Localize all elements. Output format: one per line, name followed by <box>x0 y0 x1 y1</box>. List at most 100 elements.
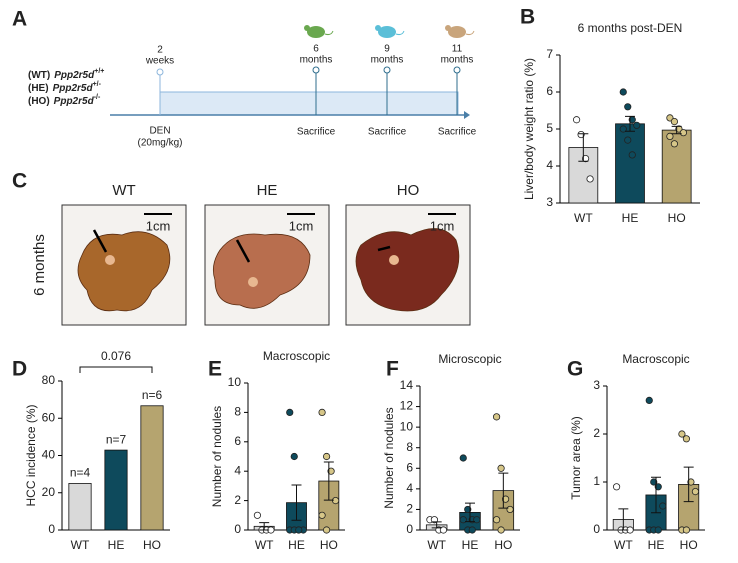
data-point <box>612 483 621 491</box>
y-tick-label: 0 <box>234 522 241 536</box>
data-point <box>691 487 700 496</box>
data-point <box>586 175 594 183</box>
y-tick-label: 4 <box>406 481 413 495</box>
y-tick-label: 1 <box>593 474 600 488</box>
data-point <box>492 413 501 421</box>
x-tick-label: HE <box>462 538 479 552</box>
data-point <box>628 151 636 159</box>
sacrifice-label: Sacrifice <box>438 127 477 138</box>
chart-title: 6 months post-DEN <box>578 21 683 35</box>
bar <box>615 123 645 204</box>
data-point <box>670 140 679 148</box>
timeline-arrow <box>464 111 470 119</box>
sacrifice-label: Sacrifice <box>368 127 407 138</box>
timepoint-label: months <box>300 55 333 66</box>
charts: B 6 months post-DEN Liver/body weight rati… <box>12 6 705 552</box>
data-point <box>645 396 653 404</box>
error-bar <box>618 508 629 531</box>
mouse-icon <box>375 25 405 38</box>
error-bar <box>323 461 334 501</box>
y-tick-label: 60 <box>42 410 56 424</box>
y-tick-label: 80 <box>42 373 56 387</box>
y-tick-label: 0 <box>406 522 413 536</box>
photo-row: WT 1cm HE 1cm HO 1cm <box>61 182 471 326</box>
data-point <box>322 452 331 461</box>
data-point <box>687 478 695 486</box>
data-point <box>322 526 331 534</box>
gene-name: Ppp2r5d <box>54 96 95 107</box>
data-point <box>290 452 298 461</box>
timeline-dot <box>156 68 164 76</box>
timepoint-label: 9 <box>384 44 390 55</box>
error-bar <box>683 466 694 503</box>
data-point <box>572 116 581 124</box>
x-tick-label: WT <box>255 538 274 552</box>
scale-label: 1cm <box>430 218 455 233</box>
data-point <box>624 136 632 144</box>
x-tick-label: HE <box>648 538 665 552</box>
timepoint-label: 11 <box>452 44 463 55</box>
genotype-label: (HO) Ppp2r5d-/- <box>28 94 101 107</box>
data-point <box>682 435 691 443</box>
y-axis-label: Tumor area (%) <box>569 416 583 500</box>
timeline-dot <box>383 66 391 74</box>
timepoint-label: months <box>371 55 404 66</box>
mouse-icon <box>304 25 334 38</box>
y-tick-label: 4 <box>546 158 553 172</box>
timepoint-label: months <box>441 55 474 66</box>
timeline-dot <box>453 66 461 74</box>
data-point <box>473 516 481 524</box>
genotype-code: (WT) <box>28 70 50 81</box>
data-point <box>430 516 439 524</box>
data-point <box>682 526 691 534</box>
panel-letter: C <box>12 170 27 193</box>
y-tick-label: 8 <box>234 405 241 419</box>
bar <box>140 405 164 531</box>
gene-name: Ppp2r5d <box>54 70 95 81</box>
y-tick-label: 3 <box>593 378 600 392</box>
data-point <box>327 467 335 475</box>
nodule <box>105 255 115 265</box>
x-tick-label: HO <box>668 211 686 225</box>
arrow <box>235 239 251 263</box>
data-point <box>497 526 505 534</box>
data-point <box>670 118 679 126</box>
y-tick-label: 3 <box>546 195 553 209</box>
data-point <box>318 511 326 519</box>
y-tick-label: 10 <box>400 419 414 433</box>
x-tick-label: WT <box>427 538 446 552</box>
genotype-sup: -/- <box>94 94 101 101</box>
sacrifice-label: Sacrifice <box>297 127 336 138</box>
panel-letter: B <box>520 6 535 29</box>
scale-label: 1cm <box>146 218 171 233</box>
data-point <box>468 526 476 534</box>
data-point <box>678 430 686 438</box>
liver <box>77 231 171 312</box>
error-bar <box>625 115 635 132</box>
data-point <box>506 505 514 514</box>
y-tick-label: 6 <box>234 434 241 448</box>
bar-annotation: n=4 <box>70 466 91 480</box>
y-tick-label: 20 <box>42 485 56 499</box>
genotype-label: (WT) Ppp2r5d+/+ <box>28 68 104 81</box>
x-tick-label: HO <box>494 538 512 552</box>
data-point <box>624 103 632 111</box>
y-tick-label: 5 <box>546 121 553 135</box>
treatment-window <box>159 91 459 116</box>
error-bar <box>259 522 270 531</box>
data-point <box>666 132 674 140</box>
data-point <box>619 88 627 96</box>
genotype-code: (HE) <box>28 83 49 94</box>
error-bar <box>651 476 661 514</box>
data-point <box>497 464 505 472</box>
row-label: 6 months <box>31 234 48 296</box>
data-point <box>650 478 658 486</box>
error-bar <box>465 502 475 523</box>
data-point <box>492 516 501 524</box>
x-tick-label: HO <box>680 538 698 552</box>
data-point <box>286 408 294 416</box>
x-tick-label: WT <box>614 538 633 552</box>
data-point <box>679 129 688 137</box>
timeline-dot <box>312 66 320 74</box>
